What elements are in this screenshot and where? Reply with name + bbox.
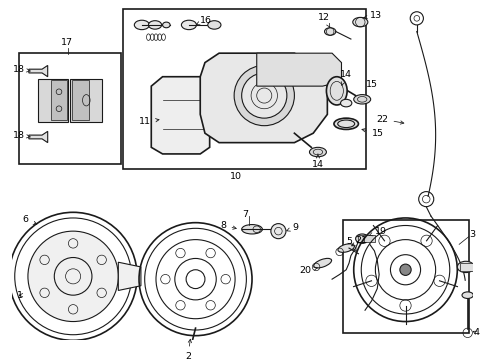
Text: 11: 11 — [139, 117, 159, 126]
Text: 22: 22 — [376, 114, 404, 124]
Ellipse shape — [208, 21, 221, 29]
Text: 4: 4 — [473, 328, 479, 337]
Ellipse shape — [134, 20, 149, 30]
Ellipse shape — [457, 261, 474, 273]
Circle shape — [28, 231, 118, 321]
Text: 14: 14 — [340, 69, 352, 85]
Ellipse shape — [353, 17, 368, 27]
Text: 12: 12 — [318, 13, 330, 27]
Circle shape — [271, 224, 286, 239]
Text: 7: 7 — [243, 210, 248, 219]
Circle shape — [234, 66, 294, 126]
Polygon shape — [38, 78, 69, 122]
Text: 21: 21 — [352, 236, 368, 246]
Bar — [358, 235, 375, 242]
Ellipse shape — [326, 77, 347, 105]
Polygon shape — [29, 131, 48, 143]
Text: 10: 10 — [230, 172, 242, 181]
Text: 20: 20 — [299, 266, 318, 275]
Text: 15: 15 — [366, 80, 378, 89]
Polygon shape — [70, 78, 102, 122]
Text: 5: 5 — [347, 237, 357, 251]
Circle shape — [242, 73, 287, 118]
Polygon shape — [51, 81, 67, 120]
Ellipse shape — [148, 21, 162, 29]
Ellipse shape — [324, 28, 336, 35]
Polygon shape — [72, 81, 89, 120]
Polygon shape — [29, 66, 48, 77]
Text: 9: 9 — [287, 223, 298, 232]
Ellipse shape — [462, 292, 473, 298]
Text: 19: 19 — [369, 227, 387, 236]
Text: 3: 3 — [469, 230, 476, 239]
Polygon shape — [200, 53, 327, 143]
Ellipse shape — [338, 244, 354, 252]
Ellipse shape — [314, 258, 332, 268]
Circle shape — [400, 264, 411, 275]
Ellipse shape — [242, 225, 262, 234]
Text: 8: 8 — [220, 221, 236, 230]
Bar — [343, 220, 468, 333]
Text: 14: 14 — [312, 154, 324, 168]
Polygon shape — [118, 262, 141, 291]
Text: 18: 18 — [13, 65, 31, 74]
Text: 2: 2 — [185, 339, 192, 360]
Bar — [460, 263, 483, 271]
Polygon shape — [257, 53, 342, 86]
Bar — [20, 53, 121, 164]
Ellipse shape — [334, 118, 358, 130]
Ellipse shape — [181, 20, 196, 30]
Ellipse shape — [356, 234, 369, 243]
Text: 18: 18 — [13, 131, 31, 140]
Text: 6: 6 — [23, 215, 37, 225]
Ellipse shape — [341, 99, 352, 107]
Text: 1: 1 — [17, 291, 23, 300]
Polygon shape — [151, 77, 210, 154]
Text: 16: 16 — [196, 16, 212, 25]
Bar — [123, 9, 366, 169]
Text: 17: 17 — [61, 37, 73, 46]
Ellipse shape — [163, 22, 170, 28]
Ellipse shape — [184, 347, 197, 354]
Text: 13: 13 — [364, 11, 382, 20]
Ellipse shape — [310, 147, 326, 157]
Ellipse shape — [354, 95, 370, 104]
Text: 15: 15 — [362, 129, 384, 138]
